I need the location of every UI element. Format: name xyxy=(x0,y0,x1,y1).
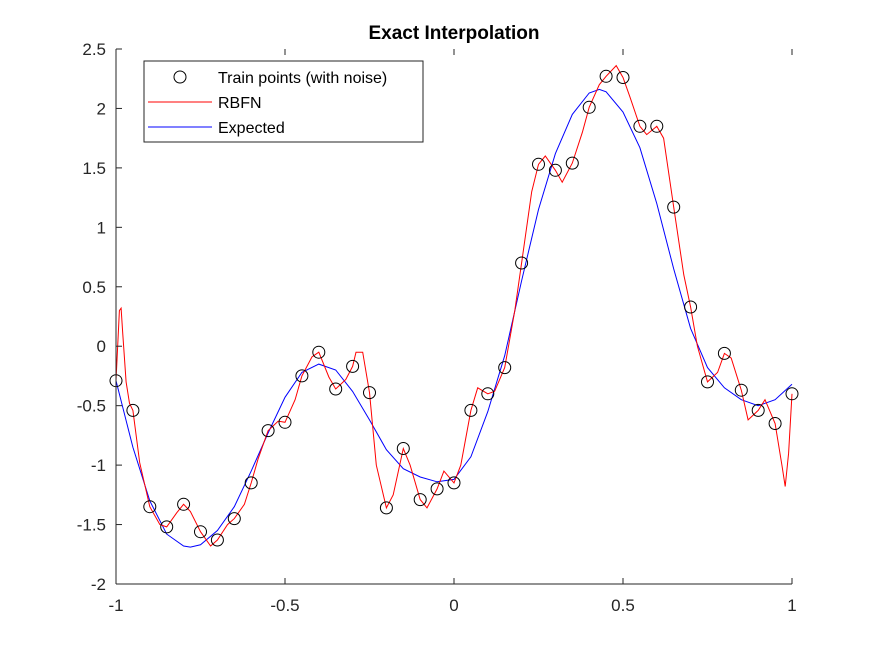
train-point-marker xyxy=(684,300,698,314)
series-markers-train-points-with-noise xyxy=(109,69,799,547)
chart-title: Exact Interpolation xyxy=(368,23,539,44)
y-tick-label: 1 xyxy=(97,218,106,237)
train-point-marker xyxy=(143,500,157,514)
train-point-marker xyxy=(768,417,782,430)
train-point-marker xyxy=(430,482,444,496)
train-point-marker xyxy=(346,359,360,373)
train-point-marker xyxy=(464,403,478,417)
train-point-marker xyxy=(717,346,731,360)
train-point-marker xyxy=(363,386,376,400)
train-point-marker xyxy=(379,501,393,515)
x-tick-label: -1 xyxy=(108,596,123,615)
y-tick-label: -1 xyxy=(91,456,106,475)
x-ticks: -1 -0.5 0 0.5 1 xyxy=(108,49,797,615)
y-tick-label: -2 xyxy=(91,575,106,594)
x-tick-label: 0 xyxy=(449,596,458,615)
series-line-rbfn xyxy=(115,64,793,547)
train-point-marker xyxy=(447,476,461,490)
train-point-marker xyxy=(261,424,275,438)
train-point-marker xyxy=(565,156,579,170)
train-point-marker xyxy=(481,387,495,401)
train-point-marker xyxy=(227,512,241,526)
y-tick-label: -1.5 xyxy=(77,516,106,535)
y-tick-label: 0.5 xyxy=(82,278,106,297)
train-point-marker xyxy=(312,345,326,359)
train-point-marker xyxy=(210,533,224,547)
y-ticks: -2 -1.5 -1 -0.5 0 0.5 1 1.5 2 2.5 xyxy=(77,40,122,594)
train-point-marker xyxy=(329,382,343,396)
train-point-marker xyxy=(244,476,258,490)
train-point-marker xyxy=(599,69,613,83)
train-point-marker xyxy=(751,403,765,417)
train-point-marker xyxy=(278,415,292,429)
train-point-marker xyxy=(633,119,647,133)
y-tick-label: 1.5 xyxy=(82,159,106,178)
train-point-marker xyxy=(667,200,681,214)
train-point-marker xyxy=(498,361,512,375)
train-point-marker xyxy=(295,369,309,383)
x-tick-label: -0.5 xyxy=(270,596,299,615)
train-point-marker xyxy=(616,71,630,84)
train-point-marker xyxy=(126,403,140,417)
legend-label-rbfn: RBFN xyxy=(218,95,262,112)
train-point-marker xyxy=(785,387,799,401)
train-point-marker xyxy=(734,383,748,397)
train-point-marker xyxy=(413,493,427,507)
train-point-marker xyxy=(582,100,596,114)
y-tick-label: 2.5 xyxy=(82,40,106,59)
series-line-expected xyxy=(115,88,793,548)
train-point-marker xyxy=(532,157,545,171)
train-point-marker xyxy=(701,375,714,389)
train-point-marker xyxy=(650,119,664,133)
train-point-marker xyxy=(177,497,191,511)
legend-label-train-points: Train points (with noise) xyxy=(218,70,387,87)
train-point-marker xyxy=(194,525,207,539)
train-point-marker xyxy=(396,442,410,455)
train-point-marker xyxy=(548,163,562,177)
legend-marker-train-points xyxy=(173,70,187,84)
y-tick-label: 0 xyxy=(97,337,106,356)
legend-label-expected: Expected xyxy=(218,120,285,137)
series-layer xyxy=(109,64,799,548)
x-tick-label: 1 xyxy=(787,596,796,615)
train-point-marker xyxy=(515,256,529,270)
y-tick-label: -0.5 xyxy=(77,397,106,416)
legend: Train points (with noise) RBFN Expected xyxy=(143,60,424,143)
train-point-marker xyxy=(160,520,174,534)
x-tick-label: 0.5 xyxy=(611,596,635,615)
y-tick-label: 2 xyxy=(97,99,106,118)
